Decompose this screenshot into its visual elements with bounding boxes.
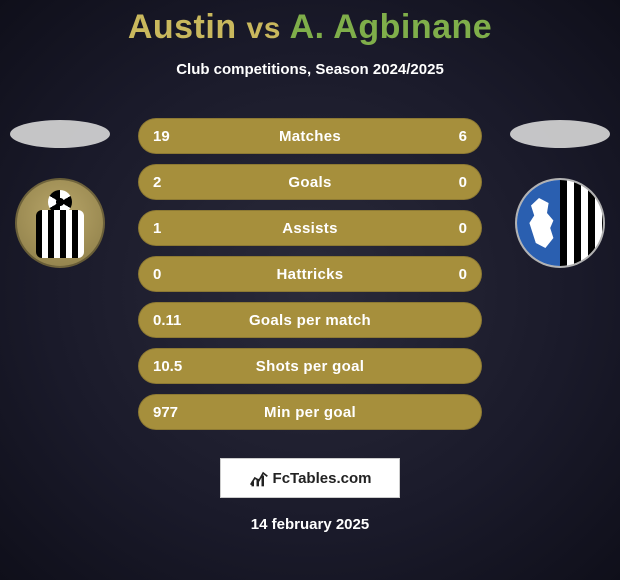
stat-label: Shots per goal bbox=[213, 358, 407, 375]
stat-value-left: 19 bbox=[153, 128, 213, 145]
stat-row: 1Assists0 bbox=[138, 210, 482, 246]
stat-value-right: 6 bbox=[407, 128, 467, 145]
vs-label: vs bbox=[247, 12, 281, 45]
footer-block: FcTables.com 14 february 2025 bbox=[0, 438, 620, 533]
left-club-crest-icon bbox=[15, 178, 105, 268]
stat-label: Goals bbox=[213, 174, 407, 191]
fctables-logo: FcTables.com bbox=[220, 458, 400, 498]
stat-row: 0Hattricks0 bbox=[138, 256, 482, 292]
stat-label: Hattricks bbox=[213, 266, 407, 283]
stat-label: Goals per match bbox=[213, 312, 407, 329]
stat-row: 0.11Goals per match bbox=[138, 302, 482, 338]
logo-chart-icon bbox=[249, 468, 269, 488]
stat-label: Min per goal bbox=[213, 404, 407, 421]
comparison-date: 14 february 2025 bbox=[0, 516, 620, 533]
stat-value-left: 0 bbox=[153, 266, 213, 283]
stat-value-left: 2 bbox=[153, 174, 213, 191]
season-subtitle: Club competitions, Season 2024/2025 bbox=[0, 61, 620, 78]
stat-label: Matches bbox=[213, 128, 407, 145]
stat-label: Assists bbox=[213, 220, 407, 237]
left-player-silhouette bbox=[10, 120, 110, 148]
stat-value-left: 10.5 bbox=[153, 358, 213, 375]
right-club-crest-icon bbox=[515, 178, 605, 268]
right-club-zone bbox=[500, 120, 620, 300]
crest-stripe-half bbox=[560, 180, 603, 266]
stat-row: 10.5Shots per goal bbox=[138, 348, 482, 384]
fctables-logo-text: FcTables.com bbox=[273, 470, 372, 487]
left-club-zone bbox=[0, 120, 120, 300]
comparison-title: Austin vs A. Agbinane bbox=[0, 0, 620, 47]
stat-row: 19Matches6 bbox=[138, 118, 482, 154]
player1-name: Austin bbox=[128, 8, 237, 46]
right-player-silhouette bbox=[510, 120, 610, 148]
player2-name: A. Agbinane bbox=[290, 8, 493, 46]
stat-value-right: 0 bbox=[407, 266, 467, 283]
stat-row: 977Min per goal bbox=[138, 394, 482, 430]
stat-value-left: 0.11 bbox=[153, 312, 213, 329]
stat-value-right: 0 bbox=[407, 220, 467, 237]
stats-panel: 19Matches62Goals01Assists00Hattricks00.1… bbox=[138, 118, 482, 440]
stat-value-left: 977 bbox=[153, 404, 213, 421]
stat-value-left: 1 bbox=[153, 220, 213, 237]
stat-row: 2Goals0 bbox=[138, 164, 482, 200]
stat-value-right: 0 bbox=[407, 174, 467, 191]
